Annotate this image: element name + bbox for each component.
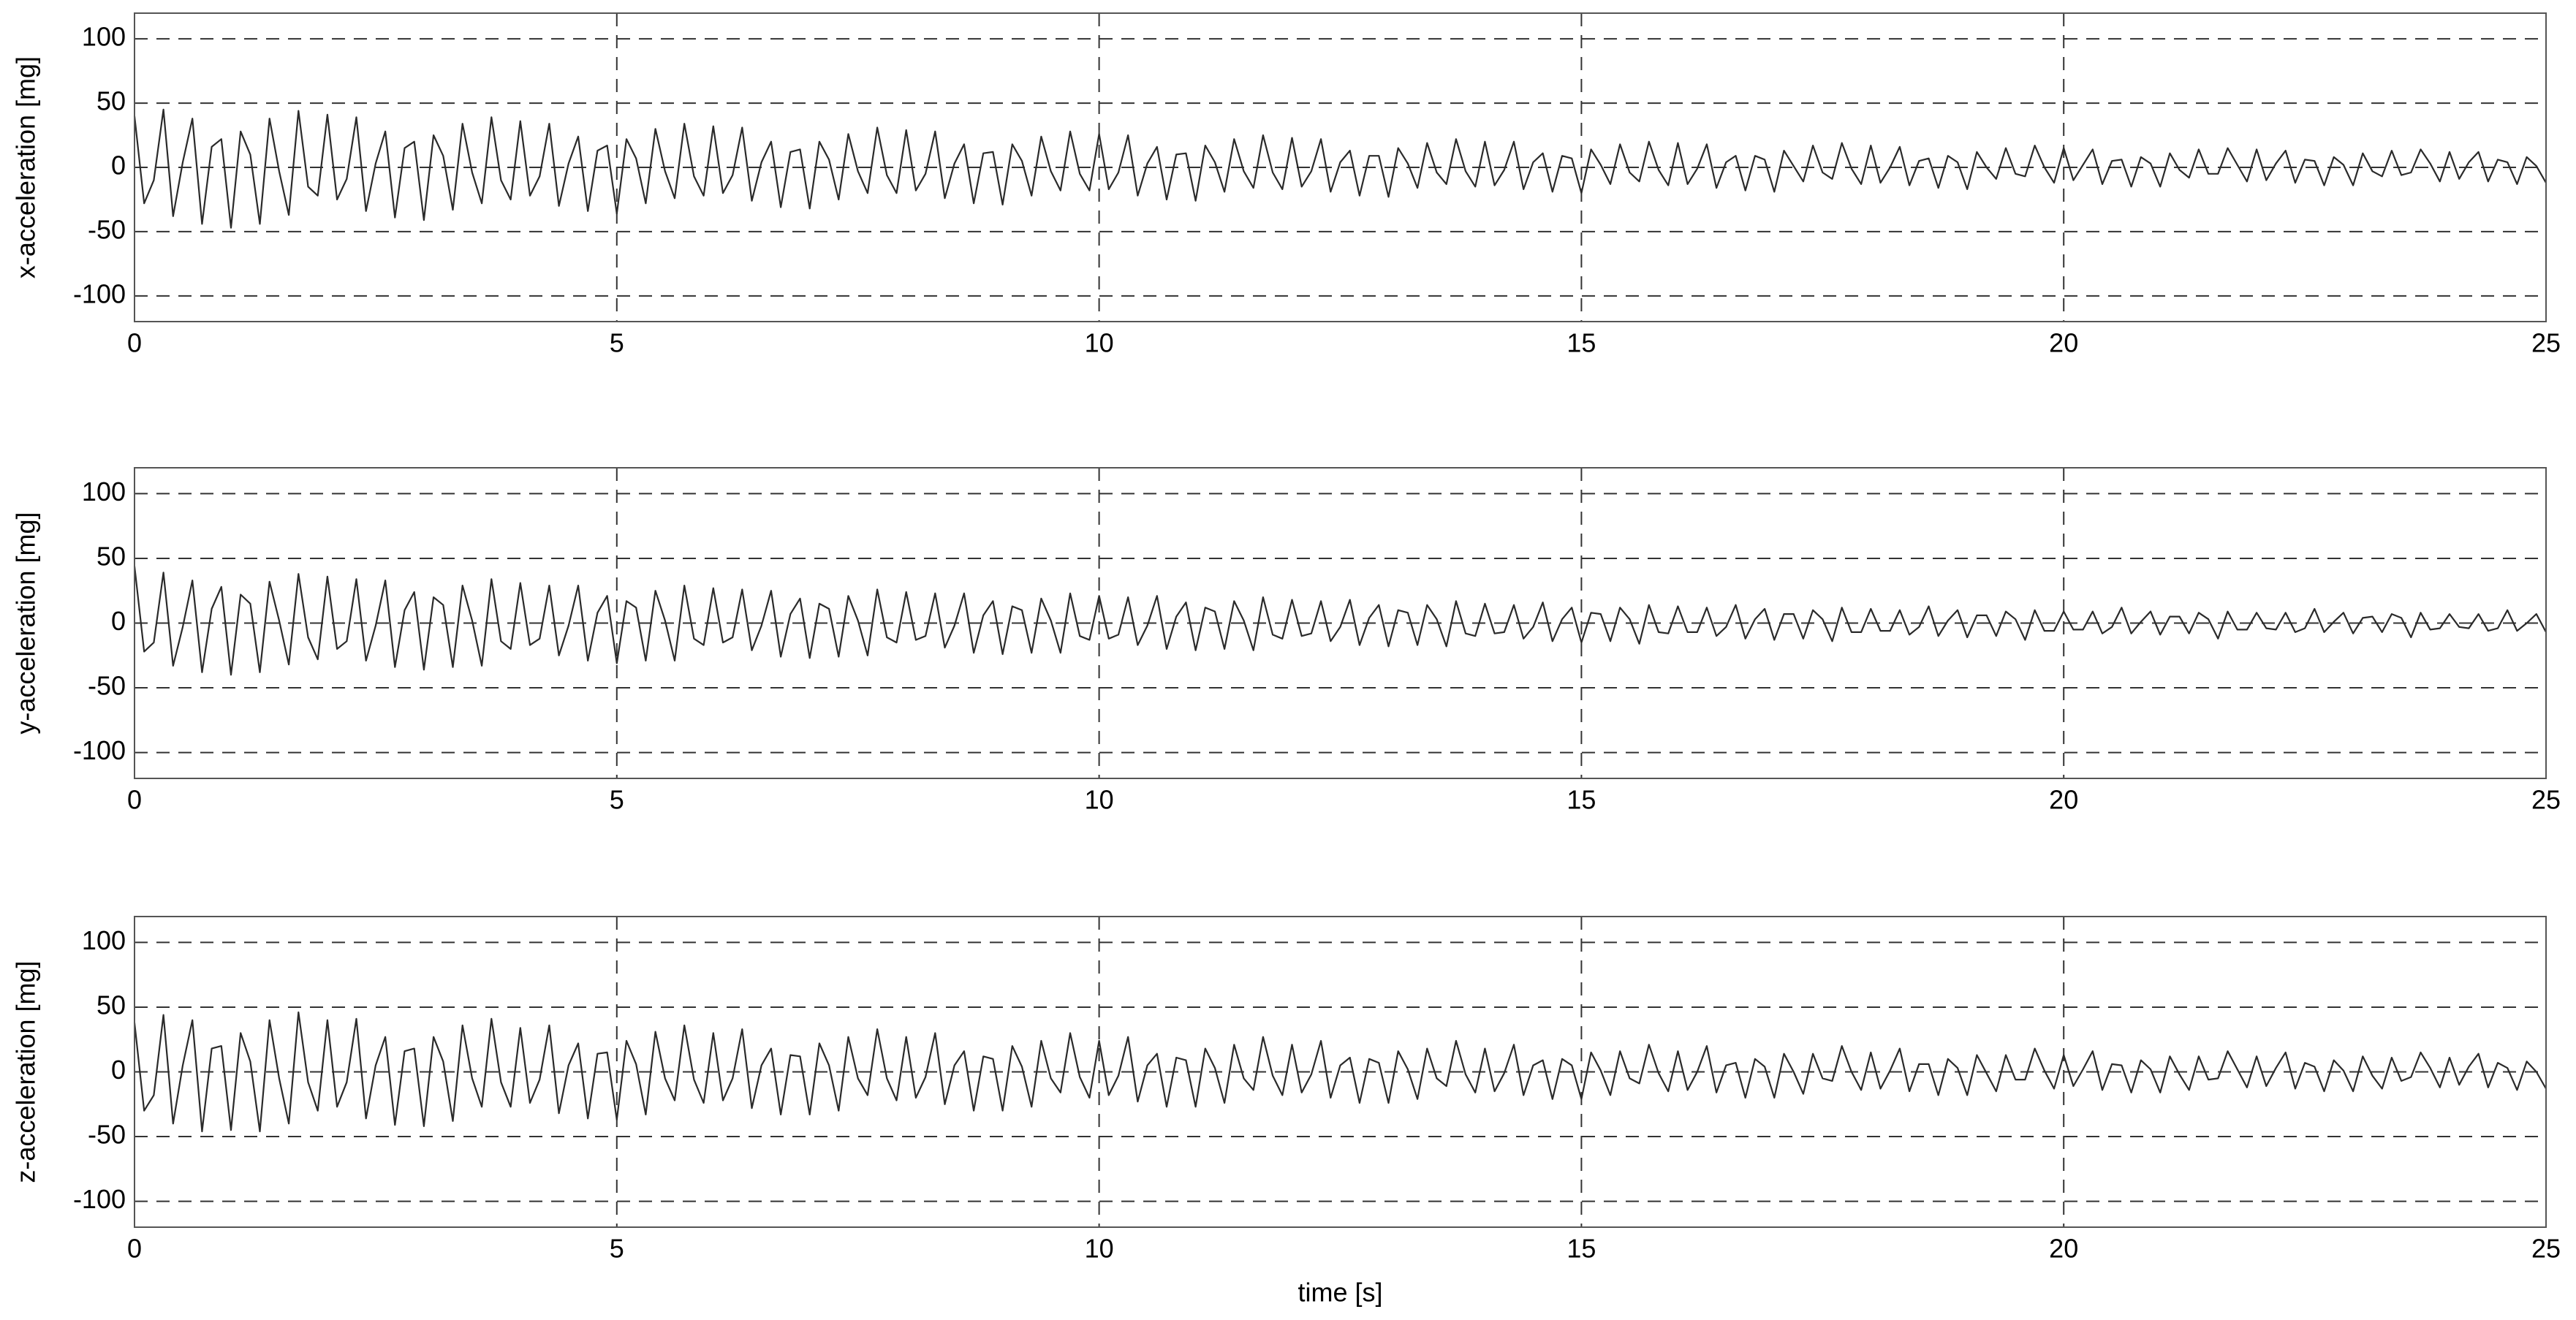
plot-frame — [134, 467, 2547, 779]
x-tick-label: 25 — [2531, 328, 2561, 358]
y-axis-label: x-acceleration [mg] — [11, 56, 41, 278]
x-tick-label: 0 — [127, 1234, 142, 1264]
x-tick-label: 5 — [610, 1234, 624, 1264]
y-tick-label: -50 — [88, 671, 126, 701]
x-tick-label: 10 — [1085, 785, 1114, 815]
x-tick-label: 10 — [1085, 328, 1114, 358]
y-tick-label: 50 — [96, 541, 126, 571]
y-tick-label: 100 — [82, 22, 126, 52]
signal-line — [133, 1011, 2547, 1133]
y-axis-label: z-acceleration [mg] — [11, 960, 41, 1183]
x-axis-label: time [s] — [1298, 1278, 1382, 1308]
y-axis-label: y-acceleration [mg] — [11, 512, 41, 734]
signal-line — [133, 566, 2547, 676]
plot-frame — [134, 916, 2547, 1228]
y-tick-label: 50 — [96, 990, 126, 1020]
y-tick-label: 0 — [111, 151, 126, 181]
y-tick-label: 0 — [111, 606, 126, 636]
y-tick-label: 0 — [111, 1055, 126, 1085]
y-tick-label: -50 — [88, 1120, 126, 1150]
x-tick-label: 10 — [1085, 1234, 1114, 1264]
y-tick-label: 100 — [82, 477, 126, 507]
x-tick-label: 0 — [127, 328, 142, 358]
x-tick-label: 25 — [2531, 785, 2561, 815]
x-tick-label: 20 — [2049, 328, 2078, 358]
y-tick-label: -50 — [88, 214, 126, 244]
x-tick-label: 20 — [2049, 1234, 2078, 1264]
x-tick-label: 15 — [1567, 785, 1596, 815]
x-tick-label: 20 — [2049, 785, 2078, 815]
x-tick-label: 15 — [1567, 1234, 1596, 1264]
y-tick-label: -100 — [73, 278, 126, 308]
x-tick-label: 5 — [610, 785, 624, 815]
x-tick-label: 0 — [127, 785, 142, 815]
x-tick-label: 25 — [2531, 1234, 2561, 1264]
signal-line — [133, 108, 2547, 229]
x-tick-label: 5 — [610, 328, 624, 358]
y-tick-label: -100 — [73, 735, 126, 765]
plot-frame — [134, 12, 2547, 322]
y-tick-label: 100 — [82, 925, 126, 955]
y-tick-label: 50 — [96, 86, 126, 116]
y-tick-label: -100 — [73, 1184, 126, 1214]
x-tick-label: 15 — [1567, 328, 1596, 358]
